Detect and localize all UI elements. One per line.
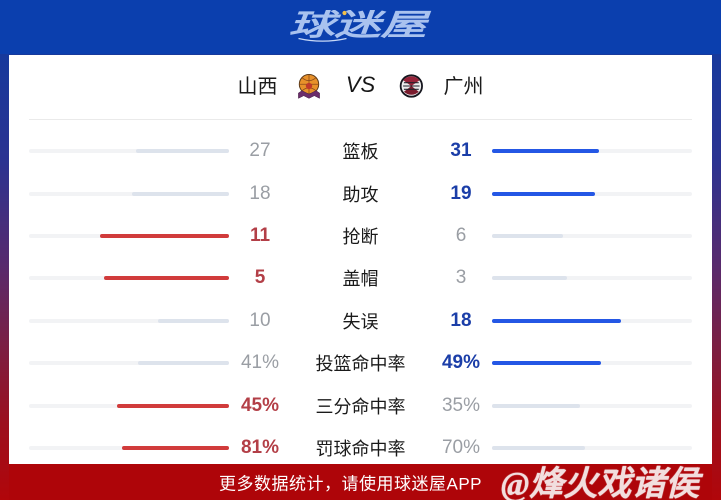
svg-text:球迷屋: 球迷屋 bbox=[288, 10, 432, 42]
